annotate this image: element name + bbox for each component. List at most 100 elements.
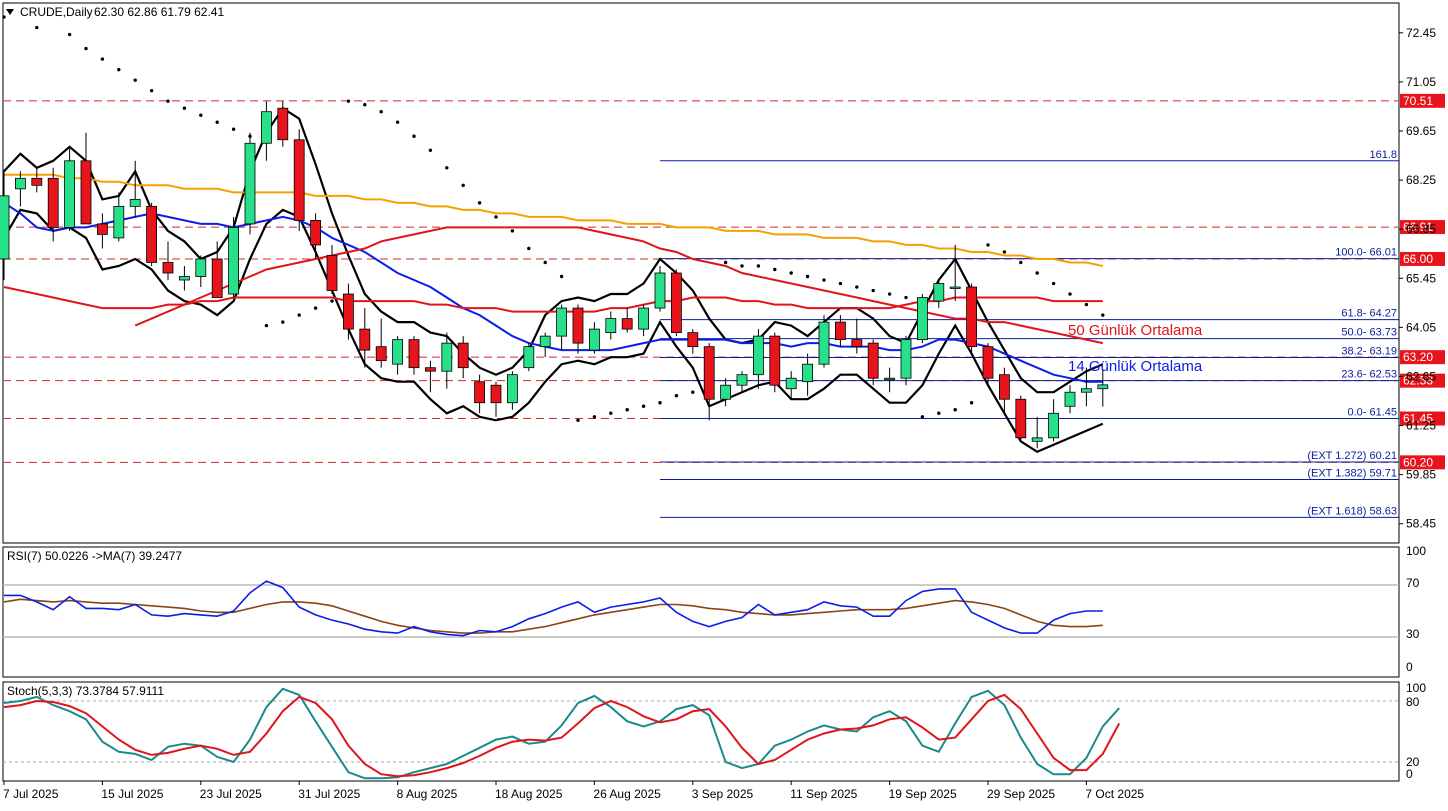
axes: 72.45 71.05 69.65 68.25 66.85 65.45 64.05 62.65… bbox=[3, 26, 1436, 801]
candle-body bbox=[260, 111, 272, 144]
candle-body bbox=[687, 332, 699, 348]
sar-dot bbox=[1002, 250, 1007, 254]
level-price-label: 66.91 bbox=[1403, 220, 1433, 234]
sar-dot bbox=[1019, 260, 1023, 265]
sar-dot bbox=[887, 292, 892, 296]
sar-dot bbox=[149, 88, 154, 93]
candle-body bbox=[474, 381, 486, 404]
candle bbox=[589, 322, 600, 354]
candle bbox=[1031, 416, 1043, 449]
candle bbox=[260, 101, 272, 161]
ma-50-line bbox=[134, 226, 1104, 345]
candle bbox=[342, 283, 354, 340]
level-price-label: 61.45 bbox=[1403, 412, 1433, 426]
candle bbox=[851, 318, 863, 354]
sar-dot bbox=[67, 32, 72, 37]
candle bbox=[80, 132, 92, 225]
candle-body bbox=[310, 220, 322, 246]
level-price-label: 63.20 bbox=[1403, 350, 1433, 364]
candle-body bbox=[244, 142, 256, 225]
candlesticks bbox=[0, 101, 1109, 449]
candle bbox=[441, 332, 453, 389]
sar-dot bbox=[543, 260, 547, 265]
date-tick-label: 7 Jul 2025 bbox=[3, 787, 59, 801]
sar-dot bbox=[822, 278, 826, 282]
candle-body bbox=[178, 276, 190, 281]
candle-body bbox=[933, 283, 945, 302]
candle-body bbox=[457, 342, 469, 369]
candle bbox=[457, 336, 469, 379]
candle-body bbox=[1048, 412, 1059, 439]
candle bbox=[933, 280, 945, 309]
candle-body bbox=[113, 205, 125, 239]
candle bbox=[802, 353, 813, 396]
rsi-panel: RSI(7) 50.0226 ->MA(7) 39.2477 100 70 30 0 bbox=[3, 544, 1426, 674]
candle-body bbox=[1031, 437, 1043, 442]
rsi-line bbox=[4, 580, 1103, 637]
candle-body bbox=[703, 346, 715, 400]
candle bbox=[884, 367, 895, 393]
candle-body bbox=[736, 374, 748, 386]
ma-50-annotation: 50 Günlük Ortalama bbox=[1068, 322, 1203, 339]
sar-dot bbox=[756, 264, 761, 268]
ma-200-line bbox=[4, 173, 1104, 267]
symbol-menu-icon[interactable] bbox=[6, 9, 14, 15]
level-price-box bbox=[1400, 251, 1445, 266]
candle bbox=[556, 304, 567, 351]
level-price-box bbox=[1400, 220, 1445, 235]
sar-dot bbox=[461, 183, 465, 188]
sar-dot bbox=[412, 134, 416, 138]
candle-body bbox=[392, 339, 404, 365]
sar-dot bbox=[723, 260, 728, 265]
candle-body bbox=[97, 223, 108, 235]
candle-body bbox=[1064, 391, 1076, 407]
level-price-label: 66.00 bbox=[1403, 252, 1433, 266]
candle-body bbox=[900, 339, 912, 379]
sar-dot bbox=[297, 313, 301, 317]
candle-body bbox=[785, 377, 797, 390]
candle bbox=[999, 367, 1010, 414]
sar-dot bbox=[953, 408, 957, 412]
sar-dot bbox=[215, 120, 219, 124]
candle-body bbox=[31, 177, 43, 186]
candle-body bbox=[146, 205, 158, 263]
stoch-main-line bbox=[3, 687, 1120, 780]
sar-dot bbox=[1101, 313, 1105, 317]
level-price-box bbox=[1400, 350, 1445, 365]
candle bbox=[1081, 367, 1092, 407]
candle-body bbox=[424, 367, 436, 372]
date-tick-label: 26 Aug 2025 bbox=[593, 787, 661, 801]
candle-body bbox=[0, 195, 10, 260]
sar-dot bbox=[527, 246, 531, 251]
sar-dot bbox=[658, 401, 662, 405]
ohlc-values: 62.30 62.86 61.79 62.41 bbox=[94, 5, 224, 19]
candle bbox=[490, 381, 502, 417]
candle-body bbox=[441, 342, 453, 372]
upper-band bbox=[3, 106, 1104, 394]
level-price-label: 70.51 bbox=[1403, 94, 1433, 108]
candle-body bbox=[195, 258, 207, 277]
candle bbox=[1097, 369, 1109, 407]
sar-dot bbox=[559, 274, 564, 279]
sar-dot bbox=[133, 78, 137, 82]
candle-body bbox=[523, 346, 535, 369]
fib-level-label: 23.6- 62.53 bbox=[1341, 369, 1397, 381]
rsi-tick-label: 30 bbox=[1406, 627, 1420, 641]
candle-body bbox=[342, 293, 354, 330]
date-tick-label: 7 Oct 2025 bbox=[1085, 787, 1144, 801]
sar-dot bbox=[313, 306, 318, 310]
fibonacci-levels: 161.8 100.0- 66.01 61.8- 64.27 50.0- 63.73 3… bbox=[660, 149, 1399, 518]
candle-body bbox=[80, 160, 92, 225]
price-tick-label: 58.45 bbox=[1406, 517, 1436, 531]
candle bbox=[1064, 385, 1076, 414]
price-tick-label: 72.45 bbox=[1406, 26, 1436, 40]
sar-dot bbox=[363, 102, 367, 107]
candle bbox=[917, 294, 928, 344]
stoch-tick-label: 20 bbox=[1406, 755, 1420, 769]
candle-body bbox=[211, 258, 223, 298]
candle bbox=[966, 283, 977, 354]
candle bbox=[1048, 399, 1059, 442]
candle bbox=[178, 265, 190, 291]
candle-body bbox=[818, 321, 830, 365]
